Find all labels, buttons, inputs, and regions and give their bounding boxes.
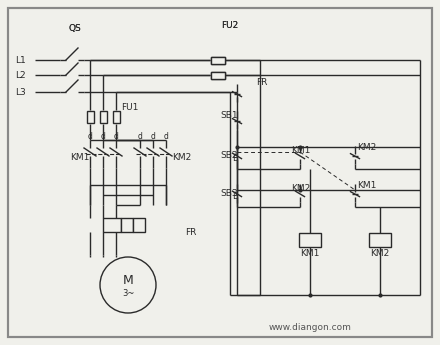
Bar — [113, 111, 120, 123]
Text: M: M — [123, 274, 133, 286]
Text: L2: L2 — [15, 70, 26, 79]
Text: L1: L1 — [15, 56, 26, 65]
Text: SB1: SB1 — [220, 110, 238, 119]
Text: SB3: SB3 — [220, 188, 238, 197]
Text: d: d — [164, 131, 169, 140]
Text: SB2: SB2 — [220, 150, 238, 159]
Text: E: E — [232, 154, 237, 162]
Text: FR: FR — [256, 78, 268, 87]
Bar — [87, 111, 94, 123]
Text: KM1: KM1 — [291, 146, 310, 155]
Text: E: E — [232, 191, 237, 200]
Text: d: d — [101, 131, 106, 140]
Bar — [369, 233, 391, 247]
Bar — [211, 71, 225, 79]
Bar — [211, 57, 225, 63]
Text: d: d — [138, 131, 143, 140]
Bar — [299, 233, 321, 247]
Bar — [121, 218, 133, 232]
Text: d: d — [151, 131, 156, 140]
Text: KM2: KM2 — [291, 184, 310, 193]
Text: d: d — [114, 131, 119, 140]
Text: FU1: FU1 — [121, 102, 138, 111]
Text: QS: QS — [68, 23, 81, 32]
Text: KM1: KM1 — [70, 152, 89, 161]
Text: L3: L3 — [15, 88, 26, 97]
Text: FU2: FU2 — [221, 20, 238, 30]
Text: www.diangon.com: www.diangon.com — [268, 324, 352, 333]
Text: d: d — [88, 131, 93, 140]
Text: KM2: KM2 — [172, 152, 191, 161]
Bar — [99, 111, 106, 123]
Text: 3~: 3~ — [122, 289, 134, 298]
Text: FR: FR — [185, 227, 196, 237]
Bar — [211, 71, 225, 79]
Text: KM1: KM1 — [357, 180, 376, 189]
Bar — [211, 57, 225, 63]
Bar — [103, 218, 121, 232]
Text: FU2: FU2 — [221, 20, 238, 30]
Text: QS: QS — [68, 23, 81, 32]
Bar — [133, 218, 145, 232]
Text: KM2: KM2 — [357, 142, 376, 151]
Text: KM1: KM1 — [301, 249, 320, 258]
Text: KM2: KM2 — [370, 249, 390, 258]
